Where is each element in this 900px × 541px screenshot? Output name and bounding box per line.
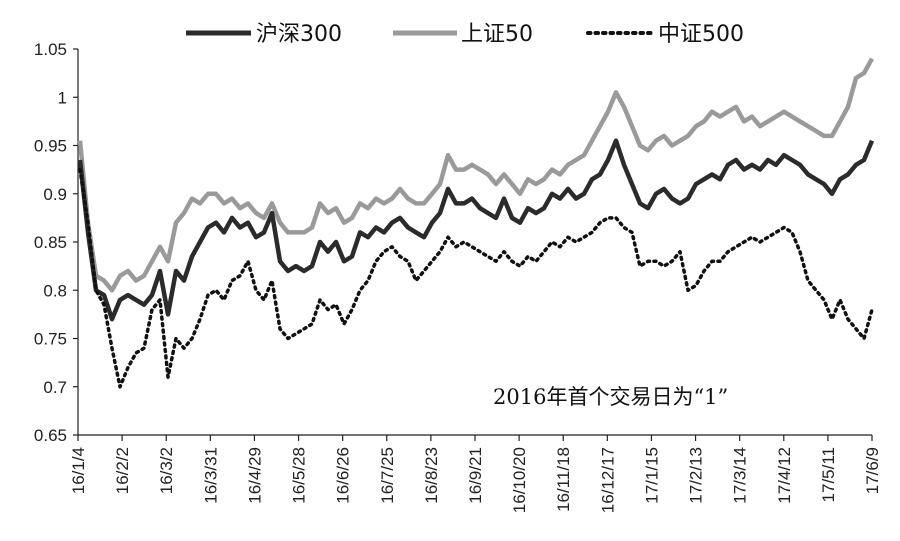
x-tick-label: 17/6/9	[863, 447, 882, 494]
x-tick-label: 17/3/14	[731, 447, 750, 504]
x-tick-label: 16/12/17	[598, 447, 617, 513]
x-tick-label: 16/6/26	[334, 447, 353, 504]
y-ticks: 1.05 1 0.95 0.9 0.85 0.8 0.75 0.7 0.65	[34, 40, 78, 445]
y-tick-label: 0.85	[34, 233, 67, 252]
legend-label-sz50: 上证50	[461, 22, 533, 47]
x-tick-label: 16/5/28	[290, 447, 309, 504]
x-tick-label: 16/4/29	[245, 447, 264, 504]
legend-label-hs300: 沪深300	[256, 22, 342, 47]
series-layer	[77, 57, 875, 389]
x-tick-label: 16/9/21	[466, 447, 485, 504]
x-tick-label: 16/2/2	[113, 447, 132, 494]
x-tick-label: 17/4/12	[775, 447, 794, 504]
x-ticks: 16/1/4 16/2/2 16/3/2 16/3/31 16/4/29 16/5/28 1…	[69, 435, 882, 513]
chart-annotation: 2016年首个交易日为“1”	[493, 385, 728, 409]
y-tick-label: 0.9	[43, 185, 67, 204]
x-tick-label: 17/1/15	[642, 447, 661, 504]
legend-label-zz500: 中证500	[658, 22, 744, 47]
y-tick-label: 0.65	[34, 426, 67, 445]
legend-item-hs300: 沪深300	[186, 22, 342, 47]
series-line-zz500	[78, 167, 874, 389]
series-line-hs300	[77, 138, 875, 322]
x-tick-label: 16/7/25	[378, 447, 397, 504]
x-tick-label: 16/11/18	[554, 447, 573, 512]
y-tick-label: 1.05	[34, 40, 67, 59]
legend-item-sz50: 上证50	[393, 22, 533, 47]
y-tick-label: 0.8	[43, 281, 67, 300]
y-tick-label: 0.75	[34, 330, 67, 349]
y-tick-label: 1	[58, 88, 67, 107]
x-tick-label: 16/1/4	[69, 447, 88, 494]
x-tick-label: 16/3/2	[157, 447, 176, 494]
series-line-sz50	[77, 57, 874, 293]
y-tick-label: 0.95	[34, 137, 67, 156]
x-tick-label: 16/8/23	[422, 447, 441, 504]
y-tick-label: 0.7	[43, 378, 67, 397]
x-tick-label: 16/10/20	[510, 447, 529, 513]
x-tick-label: 17/5/11	[819, 447, 838, 502]
legend-item-zz500: 中证500	[586, 22, 744, 47]
x-tick-label: 16/3/31	[201, 447, 220, 504]
x-tick-label: 17/2/13	[687, 447, 706, 504]
legend: 沪深300 上证50 中证500	[186, 22, 744, 47]
